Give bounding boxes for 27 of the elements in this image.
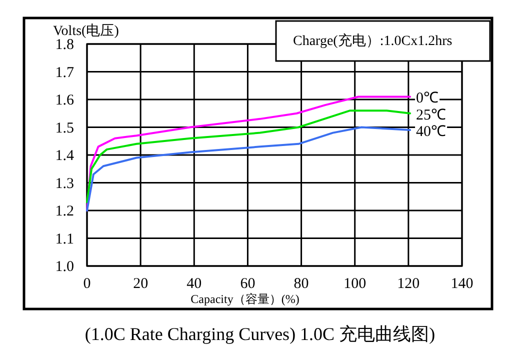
x-tick-label: 60	[240, 276, 256, 292]
y-tick-label: 1.5	[55, 120, 74, 136]
series-label: 25℃	[416, 107, 446, 124]
y-tick-label: 1.6	[55, 92, 74, 108]
annotation: Charge(充电）:1.0Cx1.2hrs	[293, 33, 452, 49]
text: (1.0C Rate Charging Curves) 1.0C 充电曲线图)	[84, 324, 436, 344]
line-series	[86, 96, 412, 212]
series-label: 0℃	[416, 90, 439, 107]
y-tick-label: 1.0	[55, 259, 74, 275]
x-tick-label: 100	[344, 276, 366, 292]
line-series	[86, 110, 412, 204]
x-axis-title: Capacity（容量）(%)	[190, 292, 300, 306]
y-tick-label: 1.2	[55, 204, 74, 220]
y-tick-label: 1.7	[55, 64, 74, 81]
y-tick-label: 1.8	[55, 37, 74, 53]
x-tick-label: 20	[133, 276, 148, 292]
y-tick-label: 1.1	[55, 231, 74, 248]
x-tick-label: 140	[450, 276, 474, 292]
x-tick-label: 80	[294, 276, 309, 292]
series-label: 40℃	[416, 124, 446, 140]
y-tick-label: 1.3	[55, 176, 74, 192]
line-series	[86, 126, 412, 212]
x-tick-label: 0	[83, 276, 91, 292]
x-tick-label: 120	[397, 276, 420, 292]
x-tick-label: 40	[186, 276, 202, 292]
y-tick-label: 1.4	[55, 148, 74, 164]
y-axis-title: Volts(电压)	[53, 23, 120, 39]
